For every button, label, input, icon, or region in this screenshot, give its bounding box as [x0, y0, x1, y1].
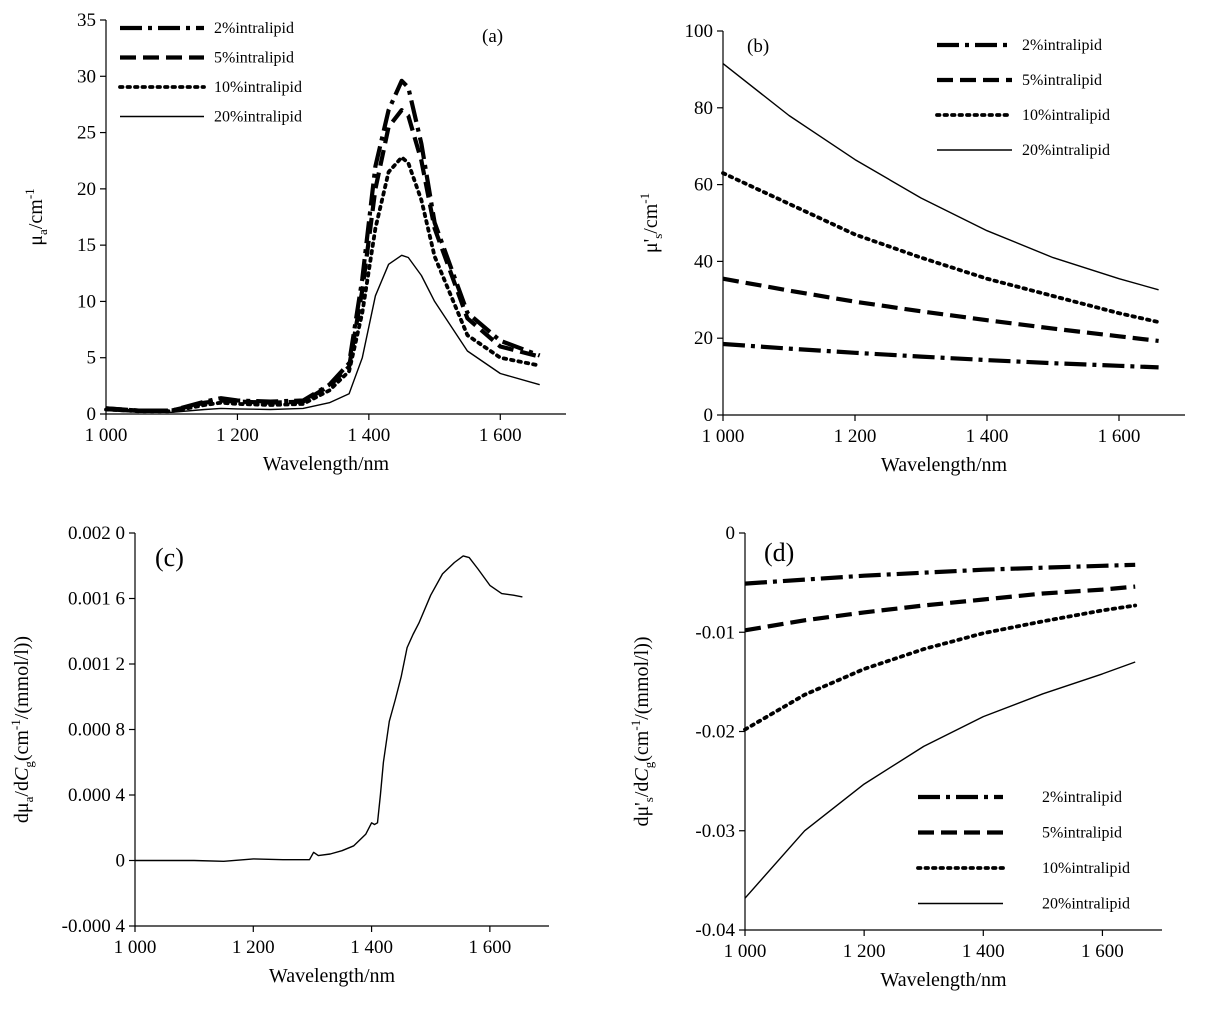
y-tick-label: 0.002 0: [68, 523, 125, 544]
legend-label: 5%intralipid: [1042, 825, 1122, 842]
y-tick-label: 0.001 6: [68, 589, 125, 610]
x-tick-label: 1 600: [468, 937, 511, 958]
y-tick-label: 0: [704, 405, 714, 426]
series-line-2%intralipid: [722, 341, 1159, 370]
x-tick-label: 1 000: [702, 426, 745, 447]
y-tick-label: 60: [694, 175, 713, 196]
series-line-10%intralipid: [743, 603, 1138, 732]
series-line-20%intralipid: [105, 254, 540, 413]
y-tick-label: 30: [77, 66, 96, 87]
y-tick-label: 80: [694, 98, 713, 119]
series-line-series-1: [135, 555, 523, 862]
legend-label: 20%intralipid: [1022, 142, 1110, 159]
x-tick-label: 1 000: [724, 941, 767, 962]
series-line-20%intralipid: [722, 63, 1159, 291]
series-line-5%intralipid: [105, 108, 541, 413]
series-line-2%intralipid: [744, 562, 1136, 586]
legend: 2%intralipid 5%intralipid 10%intralipid 20%…: [935, 37, 1110, 159]
y-tick-label: 0.000 4: [68, 785, 126, 806]
x-tick-label: 1 400: [962, 941, 1005, 962]
panel-label: (c): [155, 543, 184, 572]
y-axis-label: μ's/cm-1: [637, 193, 665, 253]
legend-label: 10%intralipid: [1042, 860, 1130, 877]
x-tick-label: 1 200: [232, 937, 275, 958]
y-tick-label: 0: [116, 851, 126, 872]
legend-label: 2%intralipid: [214, 20, 294, 37]
y-axis-label: μa/cm-1: [22, 188, 50, 245]
legend-label: 20%intralipid: [214, 109, 302, 126]
panel-label: (d): [764, 538, 794, 567]
y-tick-label: 20: [77, 179, 96, 200]
series-line-10%intralipid: [104, 155, 542, 414]
series-line-20%intralipid: [744, 661, 1136, 899]
x-axis-label: Wavelength/nm: [881, 454, 1008, 476]
x-tick-label: 1 400: [966, 426, 1009, 447]
chart-panel-1: 1 000 1 200 1 400 1 600 0 5 10 15 20 25 30 35 Wavele…: [22, 10, 566, 475]
y-tick-label: 20: [694, 328, 713, 349]
chart-panel-4: 1 000 1 200 1 400 1 600 -0.04 -0.03 -0.02 -0.01…: [628, 523, 1162, 991]
y-tick-label: 0.001 2: [68, 654, 125, 675]
series-line-5%intralipid: [744, 584, 1136, 633]
chart-panel-3: 1 000 1 200 1 400 1 600 -0.000 4 0 0.000 4 0.00…: [8, 523, 549, 987]
series-line-10%intralipid: [721, 171, 1161, 324]
x-tick-label: 1 200: [843, 941, 886, 962]
series-line-2%intralipid: [105, 78, 541, 413]
x-tick-label: 1 400: [347, 425, 390, 446]
legend-label: 2%intralipid: [1022, 37, 1102, 54]
x-axis-label: Wavelength/nm: [263, 453, 390, 475]
legend-label: 10%intralipid: [214, 79, 302, 96]
x-tick-label: 1 200: [834, 426, 877, 447]
y-tick-label: 15: [77, 235, 96, 256]
y-tick-label: 0: [87, 404, 97, 425]
x-tick-label: 1 000: [85, 425, 128, 446]
x-tick-label: 1 000: [114, 937, 157, 958]
series-line-5%intralipid: [722, 276, 1159, 343]
y-tick-label: 10: [77, 291, 96, 312]
legend-label: 2%intralipid: [1042, 789, 1122, 806]
y-tick-label: 25: [77, 123, 96, 144]
y-tick-label: 0.000 8: [68, 720, 125, 741]
y-tick-label: -0.03: [695, 821, 735, 842]
legend-label: 5%intralipid: [214, 50, 294, 67]
legend-label: 5%intralipid: [1022, 72, 1102, 89]
panel-label: (a): [482, 26, 503, 47]
x-axis-label: Wavelength/nm: [269, 965, 396, 987]
x-tick-label: 1 400: [350, 937, 393, 958]
y-tick-label: -0.02: [695, 722, 735, 743]
legend-label: 10%intralipid: [1022, 107, 1110, 124]
x-tick-label: 1 600: [1098, 426, 1141, 447]
y-tick-label: 0: [726, 523, 736, 544]
y-tick-label: 40: [694, 251, 713, 272]
y-tick-label: 35: [77, 10, 96, 31]
y-axis-label: dμa/dCg(cm-1/(mmol/l)): [8, 636, 36, 823]
x-tick-label: 1 600: [1081, 941, 1124, 962]
x-axis-label: Wavelength/nm: [880, 969, 1007, 991]
y-tick-label: 5: [87, 348, 97, 369]
y-tick-label: -0.04: [695, 920, 735, 941]
legend: 2%intralipid 5%intralipid 10%intralipid 20%…: [118, 20, 302, 126]
x-tick-label: 1 600: [479, 425, 522, 446]
y-tick-label: 100: [685, 21, 714, 42]
legend: 2%intralipid 5%intralipid 10%intralipid 20%…: [916, 789, 1130, 913]
x-tick-label: 1 200: [216, 425, 259, 446]
chart-panel-2: 1 000 1 200 1 400 1 600 0 20 40 60 80 100 Waveleng…: [637, 21, 1185, 476]
y-tick-label: -0.000 4: [62, 916, 126, 937]
legend-label: 20%intralipid: [1042, 896, 1130, 913]
y-axis-label: dμ's/dCg(cm-1/(mmol/l)): [628, 636, 656, 826]
y-tick-label: -0.01: [695, 622, 735, 643]
panel-label: (b): [747, 36, 769, 57]
